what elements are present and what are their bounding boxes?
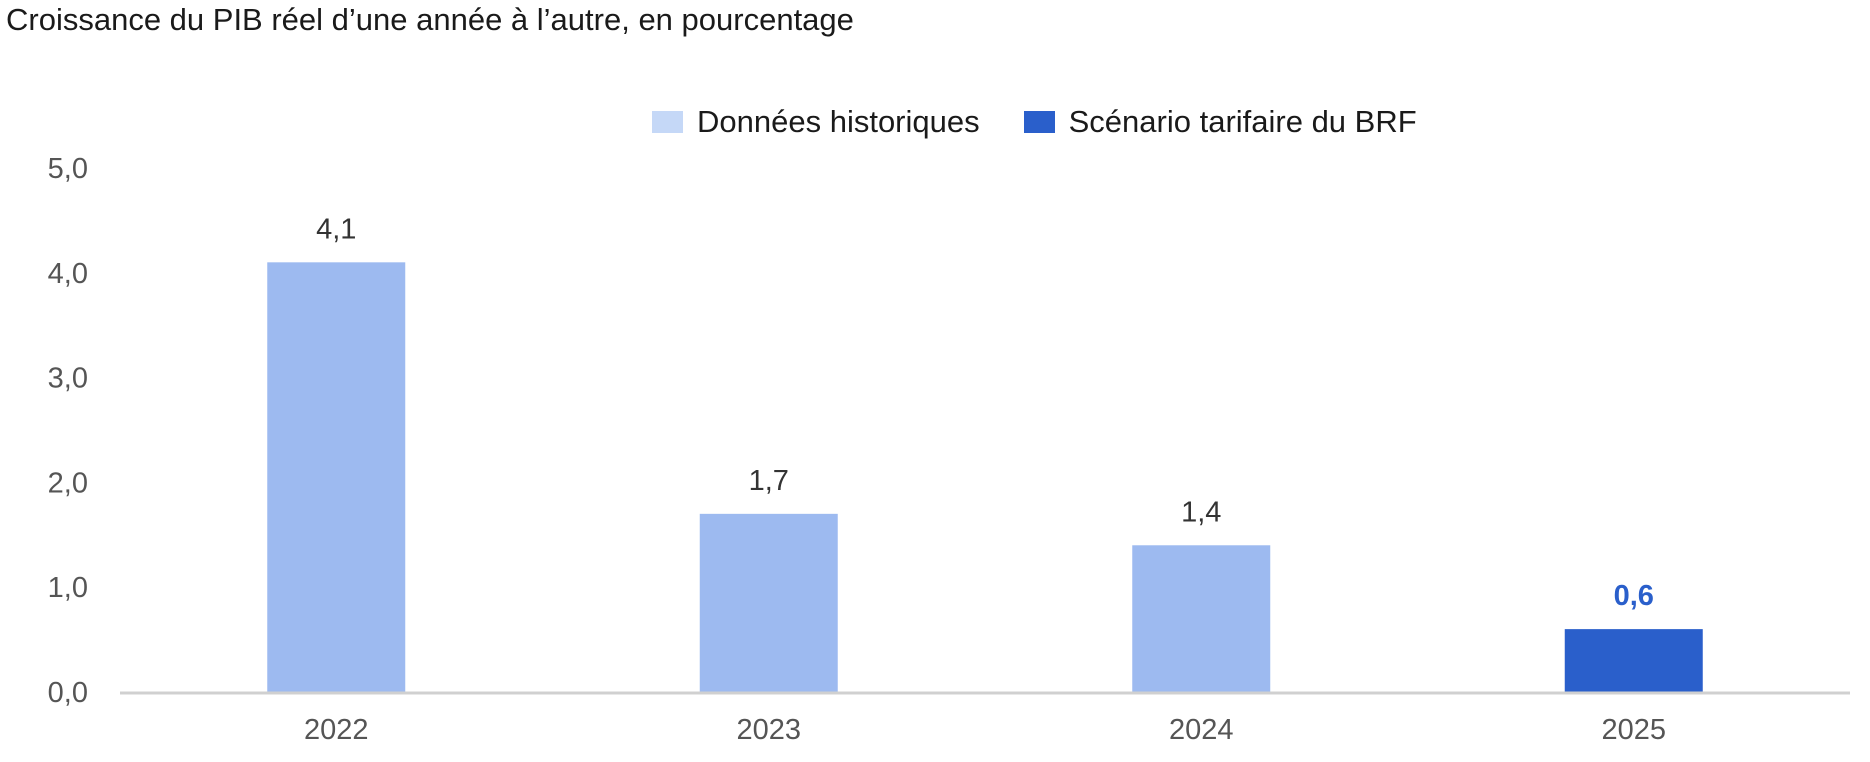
data-label-2024: 1,4: [1181, 496, 1221, 528]
y-tick-label: 3,0: [48, 363, 88, 395]
legend-swatch-scenario: [1023, 111, 1055, 133]
bar-2024: [1132, 545, 1271, 692]
x-tick-label-2023: 2023: [736, 714, 801, 746]
legend-label-scenario: Scénario tarifaire du BRF: [1068, 104, 1417, 139]
x-tick-label-2022: 2022: [304, 714, 369, 746]
data-label-2023: 1,7: [749, 465, 789, 497]
y-tick-label: 1,0: [48, 572, 88, 604]
y-tick-label: 4,0: [48, 258, 88, 290]
y-tick-label: 5,0: [48, 153, 88, 185]
legend-swatch-historical: [652, 111, 683, 133]
y-tick-label: 2,0: [48, 467, 88, 499]
chart-title: Croissance du PIB réel d’une année à l’a…: [6, 2, 854, 37]
x-tick-label-2025: 2025: [1601, 714, 1666, 746]
data-label-2025: 0,6: [1614, 580, 1654, 612]
x-tick-label-2024: 2024: [1169, 714, 1234, 746]
data-label-2022: 4,1: [316, 213, 356, 245]
bar-2023: [699, 513, 838, 692]
bar-2025: [1564, 629, 1703, 692]
chart-legend: Données historiques Scénario tarifaire d…: [652, 104, 1461, 140]
bar-2022: [267, 262, 406, 692]
legend-item-historical: Données historiques: [652, 104, 980, 140]
legend-item-scenario: Scénario tarifaire du BRF: [1023, 104, 1417, 140]
legend-label-historical: Données historiques: [697, 104, 980, 139]
y-tick-label: 0,0: [48, 677, 88, 709]
